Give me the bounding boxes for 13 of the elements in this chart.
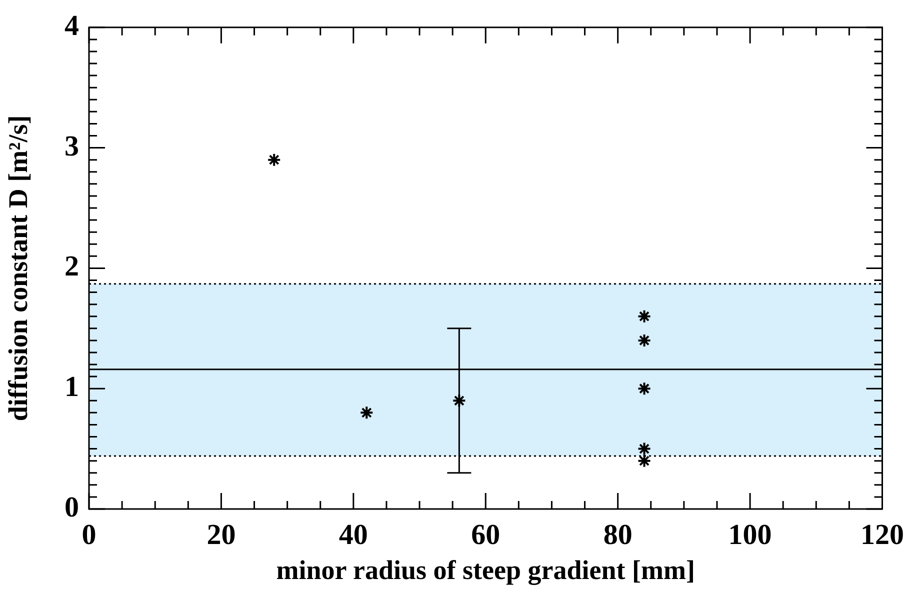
- y-tick-label: 0: [64, 491, 79, 524]
- x-tick-label: 60: [471, 518, 500, 551]
- y-tick-label: 4: [64, 10, 79, 42]
- x-tick-label: 80: [603, 518, 632, 551]
- x-tick-label: 120: [860, 518, 904, 551]
- y-tick-label: 3: [64, 130, 79, 162]
- y-tick-label: 1: [64, 371, 79, 404]
- x-tick-label: 100: [728, 518, 772, 551]
- y-tick-label: 2: [64, 250, 79, 283]
- x-tick-label: 40: [338, 518, 368, 551]
- x-tick-label: 20: [206, 518, 236, 551]
- x-axis-title: minor radius of steep gradient [mm]: [276, 554, 695, 585]
- y-axis-title: diffusion constant D [m²/s]: [3, 115, 34, 422]
